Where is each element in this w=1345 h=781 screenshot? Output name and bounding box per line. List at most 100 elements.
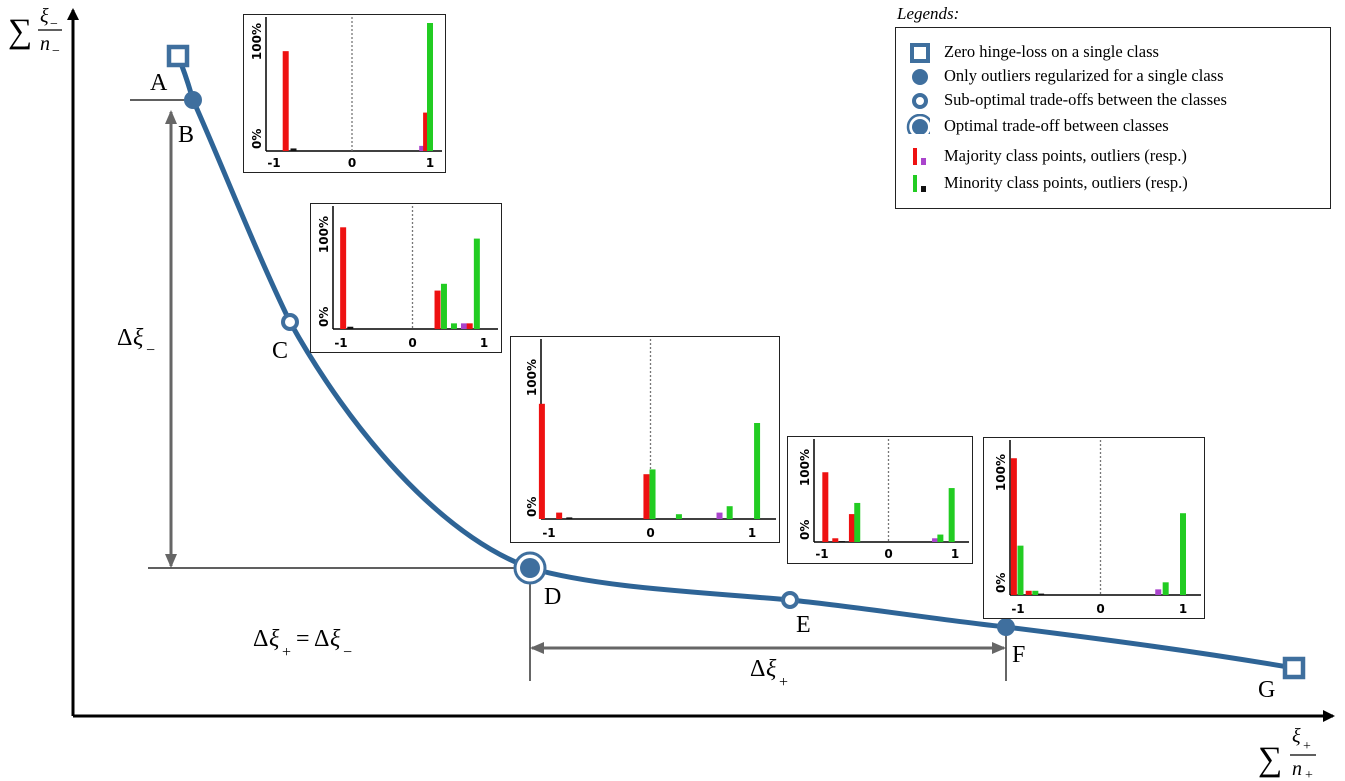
- svg-text:ξ: ξ: [269, 626, 280, 652]
- bar-majority: [466, 323, 473, 329]
- bar-majority: [832, 538, 839, 542]
- point-marker-b: [184, 91, 202, 109]
- point-label-c: C: [272, 338, 288, 364]
- histogram-panel-a: -1 0 1 0% 100%: [243, 14, 446, 173]
- inset-x-tick-label: 0: [646, 526, 654, 540]
- point-label-f: F: [1012, 642, 1025, 668]
- bar-minority-outlier: [290, 148, 297, 151]
- bar-majority-outlier: [1155, 589, 1162, 595]
- legend: Zero hinge-loss on a single class Only o…: [895, 27, 1331, 209]
- bar-majority-outlier: [419, 145, 426, 151]
- bar-minority-outlier: [566, 517, 573, 519]
- point-label-b: B: [178, 122, 194, 148]
- inset-x-tick-label: -1: [334, 336, 347, 350]
- bar-majority: [1010, 458, 1017, 595]
- point-label-a: A: [150, 70, 168, 96]
- legend-item-optimal: Optimal trade-off between classes: [896, 114, 1332, 140]
- inset-y-tick-label: 100%: [525, 359, 539, 396]
- delta-minus-label: Δ ξ −: [117, 325, 155, 359]
- inset-x-tick-label: 0: [1096, 602, 1104, 616]
- bar-minority: [427, 23, 433, 151]
- bar-minority: [450, 323, 457, 329]
- bar-majority-outlier: [716, 512, 723, 519]
- bar-minority: [1017, 545, 1024, 595]
- inset-x-tick-label: 1: [426, 156, 434, 170]
- bar-minority: [440, 283, 447, 329]
- inset-x-tick-label: -1: [542, 526, 555, 540]
- svg-text:n: n: [1292, 758, 1302, 780]
- bar-majority: [556, 512, 563, 519]
- svg-text:ξ: ξ: [330, 626, 341, 652]
- svg-text:ξ: ξ: [766, 656, 777, 682]
- point-marker-g: [1282, 656, 1306, 680]
- bar-minority: [675, 514, 682, 519]
- bar-minority: [473, 238, 480, 329]
- bar-minority: [1032, 590, 1039, 595]
- bar-minority: [649, 469, 656, 519]
- legend-item-suboptimal: Sub-optimal trade-offs between the class…: [896, 88, 1332, 114]
- bar-minority: [754, 423, 761, 519]
- bar-majority: [822, 472, 829, 542]
- svg-text:−: −: [146, 342, 155, 359]
- inset-y-tick-label: 0%: [525, 497, 539, 517]
- svg-text:Δ: Δ: [253, 626, 268, 652]
- point-marker-a: [166, 44, 190, 68]
- svg-text:=: =: [296, 626, 310, 652]
- inset-x-tick-label: -1: [1011, 602, 1024, 616]
- legend-item-outliers-regularized: Only outliers regularized for a single c…: [896, 64, 1332, 90]
- bar-majority: [423, 112, 430, 151]
- svg-text:n: n: [40, 33, 50, 55]
- svg-text:ξ: ξ: [1292, 725, 1301, 747]
- delta-equality-label: Δ ξ + = Δ ξ −: [253, 626, 352, 661]
- minority-bars-icon: [913, 175, 926, 192]
- square-marker-icon: [910, 43, 930, 63]
- inset-x-tick-label: 1: [1179, 602, 1187, 616]
- majority-bars-icon: [913, 148, 926, 165]
- inset-y-tick-label: 100%: [317, 216, 331, 253]
- svg-text:+: +: [779, 674, 788, 691]
- svg-text:∑: ∑: [8, 13, 32, 50]
- histogram-panel-e: -1 0 1 0% 100%: [787, 436, 973, 564]
- legend-title: Legends:: [897, 4, 960, 23]
- bar-majority: [340, 227, 347, 329]
- point-marker-f: [997, 618, 1015, 636]
- bar-minority: [726, 506, 733, 519]
- y-axis-label: ∑ ξ − n −: [8, 5, 62, 59]
- inset-y-tick-label: 0%: [250, 129, 264, 149]
- point-label-g: G: [1258, 677, 1275, 703]
- svg-text:−: −: [52, 44, 60, 59]
- inset-y-tick-label: 0%: [798, 520, 812, 540]
- svg-text:Δ: Δ: [314, 626, 329, 652]
- inset-x-tick-label: 1: [480, 336, 488, 350]
- optimal-marker-icon: [906, 114, 930, 134]
- inset-x-tick-label: 1: [951, 547, 959, 561]
- inset-y-tick-label: 100%: [798, 449, 812, 486]
- svg-text:+: +: [1303, 739, 1311, 754]
- legend-item-minority: Minority class points, outliers (resp.): [896, 171, 1332, 197]
- legend-item-majority: Majority class points, outliers (resp.): [896, 144, 1332, 170]
- point-marker-c: [281, 313, 299, 331]
- inset-x-tick-label: 0: [348, 156, 356, 170]
- bar-minority: [937, 534, 944, 542]
- bar-majority: [282, 51, 289, 151]
- histogram-panel-d: -1 0 1 0% 100%: [510, 336, 780, 543]
- bar-minority-outlier: [838, 541, 845, 543]
- bar-majority: [538, 403, 545, 519]
- bar-minority-outlier: [1038, 593, 1045, 596]
- inset-x-tick-label: 0: [884, 547, 892, 561]
- point-marker-d: [513, 551, 547, 585]
- point-label-d: D: [544, 584, 561, 610]
- bar-majority: [643, 474, 650, 519]
- bar-minority: [1162, 582, 1169, 595]
- svg-text:+: +: [1305, 768, 1313, 781]
- svg-text:−: −: [343, 644, 352, 661]
- svg-text:−: −: [50, 17, 58, 32]
- svg-text:ξ: ξ: [133, 325, 144, 351]
- tradeoff-curve: [175, 53, 1297, 671]
- bar-minority: [854, 502, 861, 542]
- inset-y-tick-label: 0%: [317, 307, 331, 327]
- bar-majority-outlier: [932, 538, 939, 542]
- inset-y-tick-label: 100%: [250, 23, 264, 60]
- svg-text:Δ: Δ: [750, 656, 765, 682]
